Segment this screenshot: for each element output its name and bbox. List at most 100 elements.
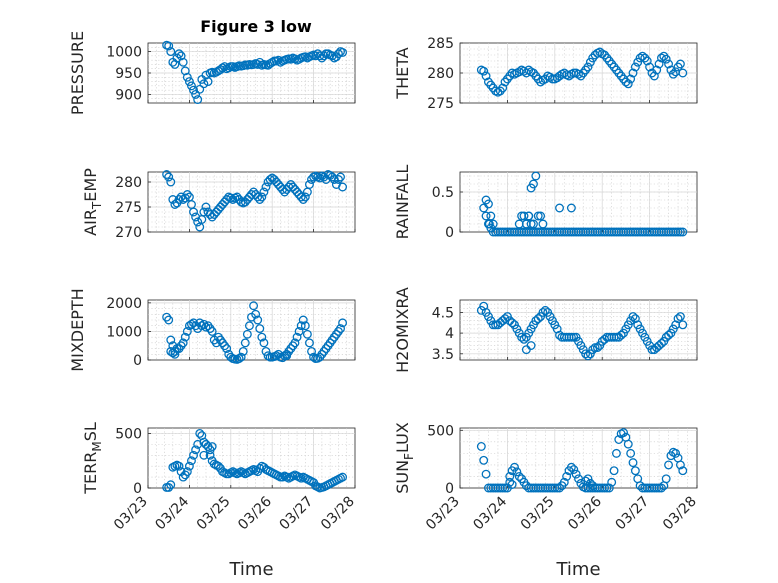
panel-8-point <box>675 460 685 470</box>
panel-4-ytick-label: 0 <box>445 225 454 241</box>
panel-8-point <box>604 483 614 493</box>
panel-7-ylabel: TERRMSL <box>81 422 104 495</box>
panel-7-xtick-label: 03/25 <box>194 494 234 534</box>
panel-3-point <box>189 207 198 217</box>
panel-5-point <box>178 338 188 348</box>
panel-8-grid <box>460 428 697 488</box>
panel-5-point <box>182 326 192 336</box>
panel-7-point <box>191 445 201 455</box>
panel-5-point <box>255 324 265 334</box>
panel-8-point <box>562 472 572 481</box>
panel-7-point <box>207 442 217 451</box>
panel-4-ytick-label: 0.5 <box>432 185 454 201</box>
panel-5-point <box>336 324 345 334</box>
panel-4-axes <box>459 171 698 233</box>
panel-8-xtick-label: 03/24 <box>470 493 510 533</box>
panel-6-ylabel: H2OMIXRA <box>393 287 412 373</box>
panel-1-point <box>327 51 337 61</box>
panel-5-point <box>259 338 269 348</box>
panel-5-point <box>296 321 306 331</box>
panel-1-point <box>267 57 277 67</box>
panel-8-point <box>566 462 576 472</box>
panel-4-point <box>488 219 498 229</box>
panel-1-point <box>300 52 310 62</box>
panel-6-point <box>616 330 626 340</box>
panel-2-point <box>569 68 579 78</box>
panel-2-ytick-label: 285 <box>427 36 454 52</box>
panel-7-axes <box>147 427 356 489</box>
panel-7-xtick-label: 03/27 <box>277 494 317 534</box>
panel-8-xtick-label: 03/27 <box>613 494 653 534</box>
panel-1-point <box>286 54 296 64</box>
panel-3-point <box>222 195 232 204</box>
panel-8-series <box>476 428 688 493</box>
panel-1-point <box>195 84 205 94</box>
panel-2-point <box>564 71 574 81</box>
panel-1-point <box>172 53 182 63</box>
panel-8-xtick-label: 03/26 <box>565 493 605 533</box>
panel-8-point <box>505 472 515 481</box>
panel-5-point <box>282 351 292 361</box>
panel-8-point <box>581 476 591 486</box>
panel-7-point <box>213 461 223 471</box>
panel-2-ytick-label: 280 <box>427 66 454 82</box>
panel-1-point <box>187 81 196 91</box>
panel-5-point <box>222 344 232 354</box>
panel-4-series <box>479 171 688 237</box>
panel-7-point <box>166 480 176 490</box>
panel-5-point <box>168 348 178 358</box>
panel-8-point <box>588 481 598 491</box>
panel-8-xlabel: Time <box>555 559 600 580</box>
figure-title: Figure 3 low <box>200 17 312 36</box>
panel-5-point <box>253 315 263 325</box>
panel-6-point <box>526 341 536 350</box>
panel-1-point <box>174 49 184 59</box>
panel-8-point <box>583 474 593 484</box>
panel-5-ylabel: MIXDEPTH <box>68 288 87 371</box>
panel-8-xtick-label: 03/28 <box>660 494 700 534</box>
panel-5-point <box>226 352 236 362</box>
panel-3-point <box>333 175 343 184</box>
panel-2-point <box>678 68 688 78</box>
panel-8-point <box>630 466 640 476</box>
panel-4-point <box>675 227 685 237</box>
panel-6-point <box>566 332 576 342</box>
panel-2-point <box>479 66 489 76</box>
panel-5-point <box>298 315 308 325</box>
panel-5-point <box>244 321 254 331</box>
panel-1-point <box>189 85 198 95</box>
panel-2-point <box>623 79 633 89</box>
panel-2-point <box>649 71 659 81</box>
panel-6-point <box>664 330 674 340</box>
panel-8-point <box>654 483 664 493</box>
panel-2-point <box>657 53 666 63</box>
panel-3-point <box>257 192 267 202</box>
panel-5-point <box>251 309 261 319</box>
panel-6-point <box>581 349 591 359</box>
panel-4-point <box>486 211 496 221</box>
panel-5-point <box>236 352 246 362</box>
panel-8-point <box>607 477 617 487</box>
panel-6-point <box>583 351 593 361</box>
panel-6-ytick-label: 3.5 <box>432 347 454 363</box>
panel-5-point <box>294 326 304 336</box>
panel-8-xtick-label: 03/23 <box>423 494 463 534</box>
panel-6-point <box>500 314 510 324</box>
panel-8-point <box>678 466 688 476</box>
panel-7-xlabel: Time <box>228 559 273 580</box>
panel-8-point <box>626 448 636 458</box>
panel-8-point <box>481 469 491 479</box>
panel-7-xtick-label: 03/28 <box>318 494 358 534</box>
panel-4-point <box>531 171 541 181</box>
panel-5-ytick-label: 2000 <box>106 296 142 312</box>
panel-2-point <box>524 65 534 75</box>
panel-3-point <box>253 192 263 202</box>
panel-5-point <box>271 351 281 361</box>
panel-1-point <box>338 47 348 57</box>
panel-2: 275 280 285 THETA <box>393 36 698 112</box>
panel-6-ytick-label: 4 <box>445 326 454 342</box>
panel-2-point <box>652 65 662 75</box>
panel-6-point <box>519 334 529 344</box>
panel-1-point <box>311 51 321 61</box>
